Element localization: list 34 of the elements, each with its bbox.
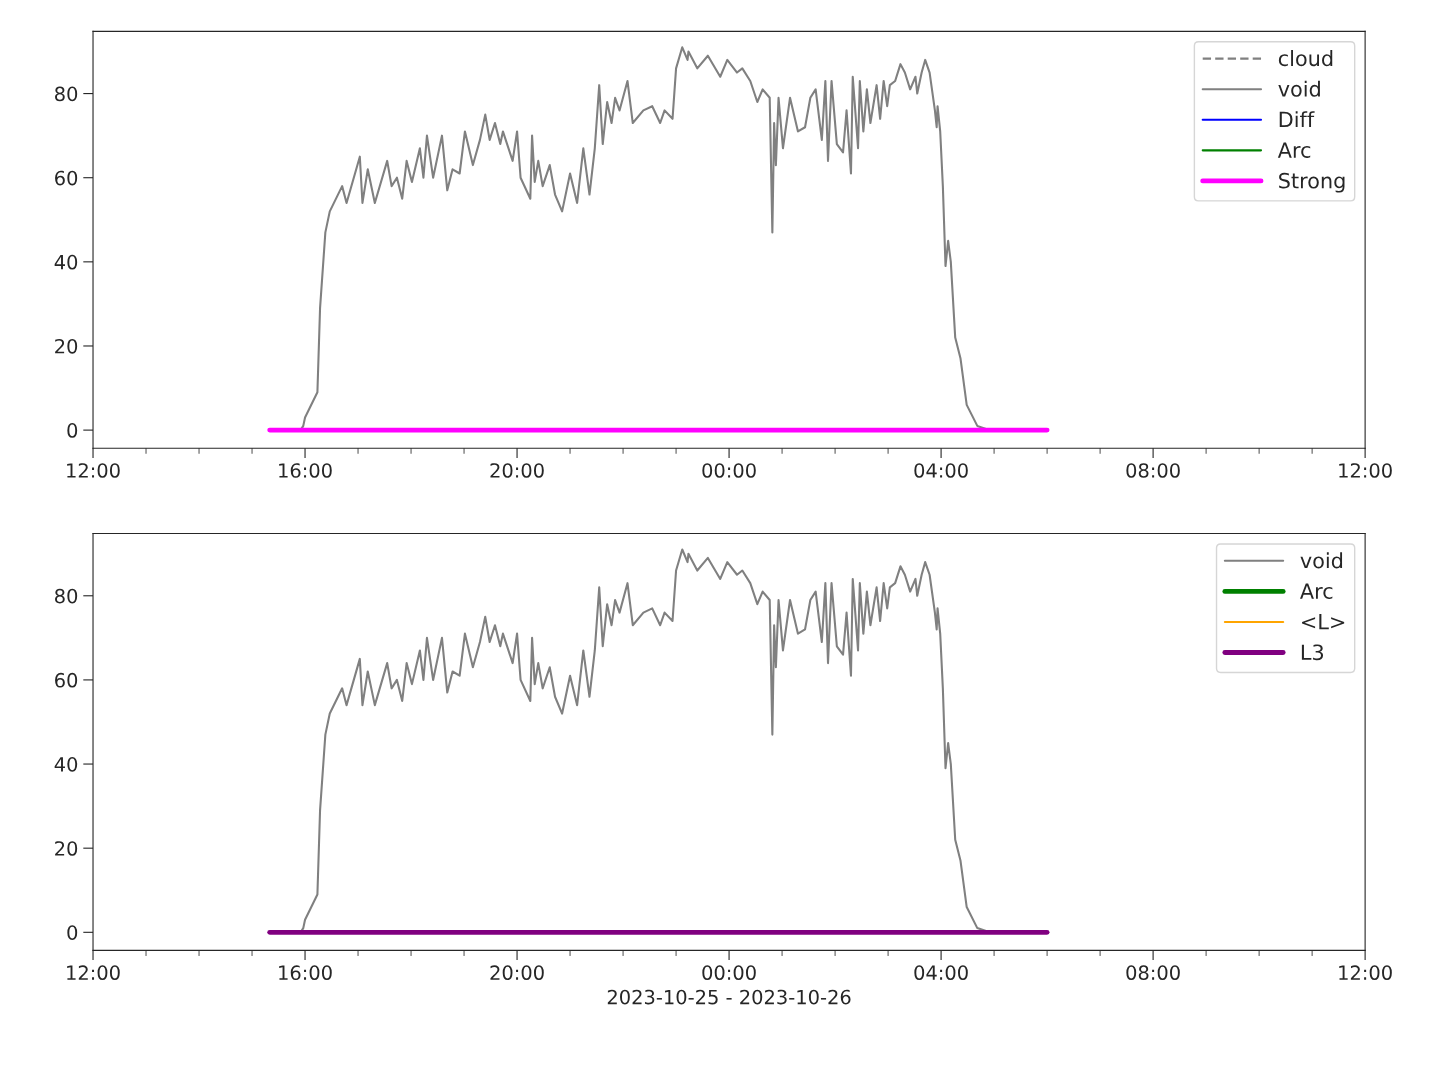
x-tick-label: 04:00: [914, 965, 968, 981]
y-tick-label: 40: [54, 757, 78, 772]
x-tick-label: 12:00: [1339, 965, 1392, 981]
y-tick-label: 0: [67, 423, 78, 438]
legend-label: cloud: [1278, 50, 1333, 67]
x-tick-label: 16:00: [279, 463, 332, 478]
y-tick-label: 80: [55, 588, 78, 604]
x-tick-label: 08:00: [1126, 463, 1180, 478]
y-tick-label: 0: [67, 925, 78, 940]
x-tick-label: 12:00: [1339, 463, 1392, 478]
x-tick-label: 04:00: [914, 463, 968, 478]
legend-label: void: [1278, 80, 1320, 97]
x-tick-label: 20:00: [490, 965, 544, 981]
legend-label: void: [1300, 552, 1343, 569]
x-tick-label: 16:00: [279, 965, 332, 981]
x-tick-label: 12:00: [67, 463, 120, 478]
legend-label: <L>: [1302, 614, 1345, 630]
y-tick-label: 80: [55, 86, 78, 102]
legend-label: Arc: [1277, 142, 1311, 158]
legend-label: L3: [1301, 644, 1324, 661]
legend-label: Arc: [1300, 583, 1333, 599]
x-tick-label: 00:00: [702, 965, 756, 981]
legend-label: Strong: [1279, 172, 1345, 193]
y-tick-label: 60: [55, 170, 78, 186]
x-tick-label: 12:00: [67, 965, 120, 981]
x-axis-title: 2023-10-25 - 2023-10-26: [607, 989, 851, 1005]
y-tick-label: 60: [55, 672, 78, 688]
y-tick-label: 20: [55, 338, 78, 354]
y-tick-label: 20: [55, 841, 78, 856]
x-tick-label: 00:00: [702, 463, 756, 478]
y-tick-label: 40: [54, 254, 78, 270]
x-tick-label: 08:00: [1126, 965, 1180, 981]
x-tick-label: 20:00: [490, 463, 544, 478]
legend-label: Diff: [1279, 111, 1315, 128]
